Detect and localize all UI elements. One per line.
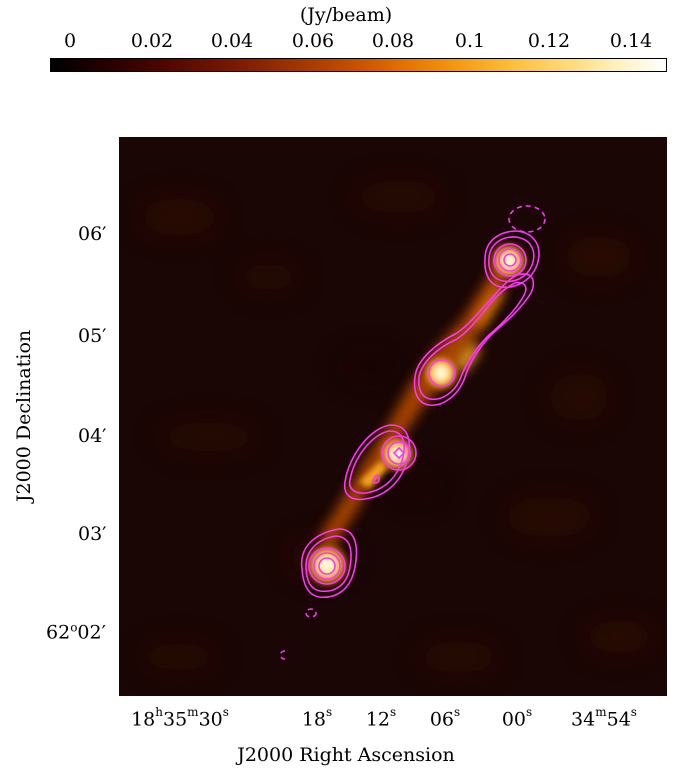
radio-map-svg [139,181,654,673]
colorbar-tick: 0.04 [210,30,254,52]
colorbar-tick: 0 [63,30,77,52]
y-axis-label: J2000 Declination [13,329,35,503]
radio-image-panel [119,137,667,696]
colorbar-tick: 0.02 [130,30,174,52]
background-noise [139,181,654,673]
colorbar-tick: 0.12 [527,30,571,52]
ra-tick: 34m54s [571,705,637,731]
ra-tick: 12s [365,705,397,731]
dec-tick: 04′ [78,425,107,447]
dec-tick: 62o02′ [46,620,106,644]
colorbar-gradient [50,58,667,72]
contours [300,230,540,598]
colorbar-tick: 0.1 [454,30,486,52]
negative-contours [279,205,546,660]
ra-tick: 00s [501,705,533,731]
colorbar-tick: 0.06 [291,30,335,52]
colorbar-tick: 0.08 [371,30,415,52]
ra-tick: 18s [301,705,333,731]
ra-tick: 18h35m30s [131,705,229,731]
dec-tick: 05′ [78,325,107,347]
colorbar-unit-label: (Jy/beam) [299,4,393,26]
colorbar-tick: 0.14 [609,30,653,52]
dec-tick: 06′ [78,223,107,245]
x-axis-label: J2000 Right Ascension [237,744,455,766]
ra-tick: 06s [429,705,461,731]
dec-tick: 03′ [78,523,107,545]
